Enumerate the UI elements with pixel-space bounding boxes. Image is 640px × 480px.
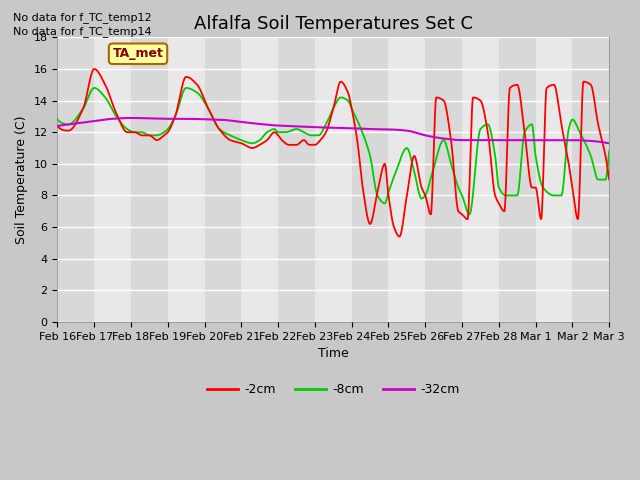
Bar [278, 37, 315, 322]
Bar [241, 37, 278, 322]
Bar [168, 37, 205, 322]
Text: No data for f_TC_temp12: No data for f_TC_temp12 [13, 12, 152, 23]
Text: TA_met: TA_met [113, 47, 163, 60]
Bar [388, 37, 425, 322]
Y-axis label: Soil Temperature (C): Soil Temperature (C) [15, 115, 28, 244]
Bar [131, 37, 168, 322]
Bar [499, 37, 536, 322]
Bar [425, 37, 462, 322]
Bar [572, 37, 609, 322]
X-axis label: Time: Time [318, 347, 349, 360]
Bar [462, 37, 499, 322]
Bar [536, 37, 572, 322]
Bar [58, 37, 94, 322]
Bar [352, 37, 388, 322]
Bar [315, 37, 352, 322]
Text: No data for f_TC_temp14: No data for f_TC_temp14 [13, 26, 152, 37]
Title: Alfalfa Soil Temperatures Set C: Alfalfa Soil Temperatures Set C [194, 15, 473, 33]
Bar [205, 37, 241, 322]
Bar [94, 37, 131, 322]
Legend: -2cm, -8cm, -32cm: -2cm, -8cm, -32cm [202, 378, 465, 401]
